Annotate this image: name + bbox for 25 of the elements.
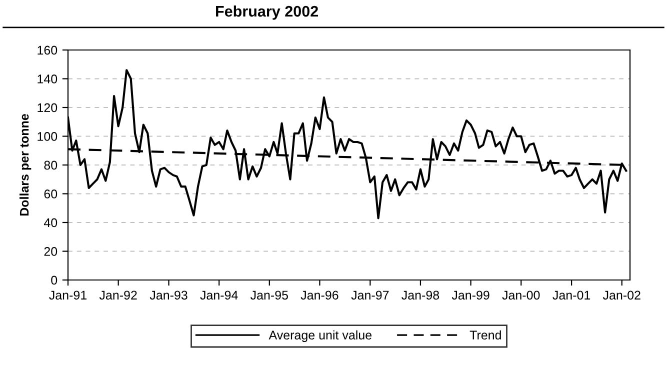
y-tick-label: 60 — [44, 190, 58, 198]
x-tick-label: Jan-92 — [99, 290, 137, 300]
x-tick-label: Jan-99 — [452, 290, 490, 300]
x-tick-label: Jan-96 — [300, 290, 338, 300]
x-tick-label: Jan-95 — [250, 290, 288, 300]
legend-label: Average unit value — [268, 330, 372, 342]
x-tick-label: Jan-97 — [351, 290, 389, 300]
x-tick-label: Jan-98 — [402, 290, 440, 300]
y-tick-label: 140 — [38, 74, 58, 84]
y-tick-label: 160 — [38, 46, 58, 55]
y-tick-label: 20 — [44, 247, 58, 256]
x-tick-label: Jan-00 — [502, 290, 540, 300]
y-tick-label: 120 — [38, 103, 58, 112]
x-tick-label: Jan-02 — [602, 290, 640, 300]
y-axis-title: Dollars per tonne — [20, 114, 32, 216]
y-tick-label: 40 — [44, 218, 58, 228]
y-tick-label: 80 — [44, 160, 58, 170]
x-tick-label: Jan-91 — [49, 290, 86, 300]
legend-label: Trend — [470, 330, 501, 340]
x-tick-label: Jan-01 — [552, 290, 590, 300]
y-tick-label: 0 — [51, 276, 58, 285]
chart-title: February 2002 — [216, 5, 318, 20]
x-tick-label: Jan-94 — [200, 290, 238, 300]
x-tick-label: Jan-93 — [150, 290, 188, 300]
y-tick-label: 100 — [38, 132, 58, 141]
